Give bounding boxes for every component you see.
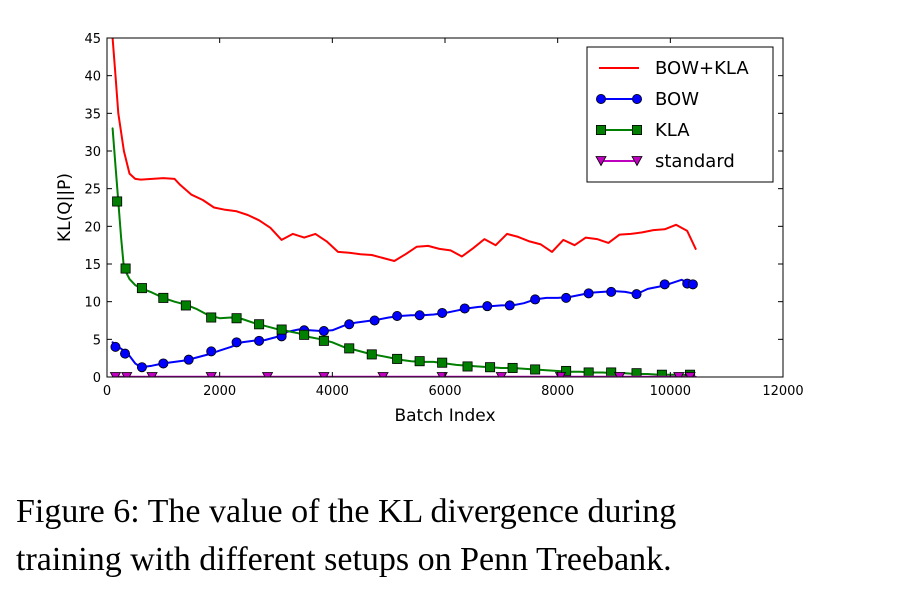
legend-label-bow-kla: BOW+KLA xyxy=(655,58,749,79)
legend: BOW+KLA BOW KLA standard xyxy=(586,46,774,183)
marker-kla xyxy=(158,292,169,303)
legend-label-kla: KLA xyxy=(655,120,690,141)
marker-bow xyxy=(231,337,242,348)
marker-standard xyxy=(495,372,508,377)
y-tick-label: 0 xyxy=(93,371,101,386)
legend-label-standard: standard xyxy=(655,151,735,172)
marker-kla xyxy=(180,300,191,311)
marker-kla xyxy=(437,357,448,368)
x-tick-label: 0 xyxy=(103,384,111,399)
x-axis-label: Batch Index xyxy=(394,406,495,426)
marker-kla xyxy=(462,361,473,372)
marker-kla xyxy=(414,356,425,367)
marker-kla xyxy=(485,362,496,373)
marker-kla xyxy=(276,324,287,335)
x-tick-label: 4000 xyxy=(316,384,349,399)
marker-kla xyxy=(631,368,642,377)
legend-marker-kla xyxy=(596,125,607,136)
marker-bow xyxy=(561,292,572,303)
legend-box xyxy=(586,46,774,183)
x-tick-label: 10000 xyxy=(650,384,691,399)
marker-kla xyxy=(392,353,403,364)
marker-standard xyxy=(613,372,626,377)
marker-standard xyxy=(377,372,389,377)
y-tick-label: 20 xyxy=(84,220,101,235)
marker-kla xyxy=(254,319,265,330)
marker-kla xyxy=(530,364,541,375)
marker-bow xyxy=(318,326,329,337)
y-tick-label: 5 xyxy=(93,333,101,348)
marker-bow xyxy=(110,341,121,352)
marker-bow xyxy=(606,286,617,297)
caption-line-1: Figure 6: The value of the KL divergence… xyxy=(16,493,677,530)
y-tick-label: 25 xyxy=(84,183,101,198)
x-tick-label: 6000 xyxy=(428,384,461,399)
marker-standard xyxy=(121,372,133,377)
y-tick-label: 30 xyxy=(84,145,101,160)
legend-marker-standard xyxy=(631,156,643,167)
marker-bow xyxy=(120,348,131,359)
x-tick-label: 8000 xyxy=(541,384,574,399)
series-line-bow xyxy=(111,278,694,369)
marker-standard xyxy=(109,372,122,377)
marker-bow xyxy=(437,307,448,318)
marker-kla xyxy=(318,335,329,346)
legend-label-bow: BOW xyxy=(655,89,699,110)
marker-standard xyxy=(684,372,696,377)
marker-bow xyxy=(687,279,698,290)
x-tick-label: 12000 xyxy=(762,384,803,399)
marker-bow xyxy=(344,319,355,330)
marker-kla xyxy=(507,362,518,373)
marker-standard xyxy=(146,372,158,377)
legend-marker-bow xyxy=(596,94,607,105)
marker-kla xyxy=(206,312,217,323)
y-tick-label: 45 xyxy=(84,32,101,47)
marker-bow xyxy=(414,310,425,321)
caption-line-2: training with different setups on Penn T… xyxy=(16,541,672,578)
marker-standard xyxy=(318,372,330,377)
marker-bow xyxy=(183,354,194,365)
marker-kla xyxy=(344,343,355,354)
marker-bow xyxy=(530,294,541,305)
marker-kla xyxy=(299,329,310,340)
plot-layer xyxy=(109,38,698,377)
marker-bow xyxy=(659,279,670,290)
marker-kla xyxy=(112,196,123,207)
marker-bow xyxy=(136,362,147,373)
marker-bow xyxy=(369,315,380,326)
legend-marker-bow xyxy=(632,94,643,105)
kl-divergence-chart: 0 2000 4000 6000 8000 10000 12000 0 5 10 15 20 25 30 3… xyxy=(55,32,804,426)
marker-kla xyxy=(120,263,131,274)
legend-marker-standard xyxy=(595,156,607,167)
series-line-bow-kla xyxy=(111,38,697,262)
marker-kla xyxy=(366,349,377,360)
ticks-layer: 0 2000 4000 6000 8000 10000 12000 0 5 10 15 20 25 30 3… xyxy=(84,32,803,399)
marker-bow xyxy=(206,346,217,357)
marker-kla xyxy=(561,365,572,376)
y-tick-label: 10 xyxy=(84,296,101,311)
y-tick-label: 15 xyxy=(84,258,101,273)
marker-bow xyxy=(459,303,470,314)
marker-bow xyxy=(504,300,515,311)
marker-standard xyxy=(205,372,217,377)
figure-caption: Figure 6: The value of the KL divergence… xyxy=(16,488,896,584)
x-tick-label: 2000 xyxy=(203,384,236,399)
marker-bow xyxy=(583,288,594,299)
y-axis-label: KL(Q||P) xyxy=(55,173,75,242)
marker-bow xyxy=(254,335,265,346)
marker-kla xyxy=(136,283,147,294)
marker-bow xyxy=(631,289,642,300)
marker-bow xyxy=(392,310,403,321)
y-tick-label: 35 xyxy=(84,107,101,122)
marker-kla xyxy=(583,367,594,377)
marker-kla xyxy=(231,313,242,324)
marker-bow xyxy=(158,358,169,369)
marker-bow xyxy=(482,301,493,312)
marker-standard xyxy=(673,372,685,377)
y-tick-label: 40 xyxy=(84,70,101,85)
legend-marker-kla xyxy=(632,125,643,136)
marker-kla xyxy=(656,369,667,377)
marker-standard xyxy=(261,372,274,377)
